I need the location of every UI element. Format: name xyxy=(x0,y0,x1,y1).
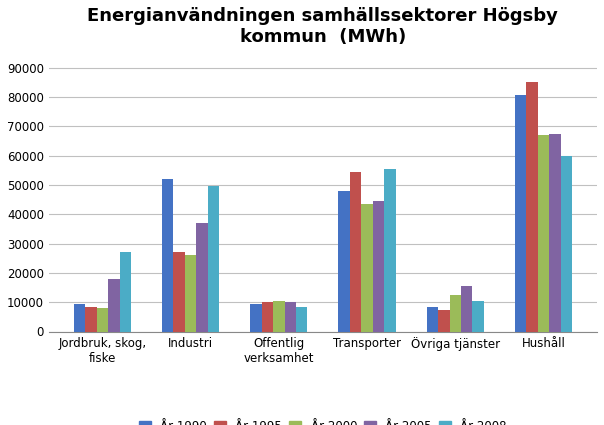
Bar xyxy=(208,186,219,332)
Bar xyxy=(515,95,526,332)
Title: Energianvändningen samhällssektorer Högsby
kommun  (MWh): Energianvändningen samhällssektorer Högs… xyxy=(88,7,558,46)
Bar xyxy=(74,303,85,332)
Bar xyxy=(296,306,307,332)
Bar xyxy=(120,252,131,332)
Bar xyxy=(461,286,472,332)
Bar xyxy=(108,279,120,332)
Bar xyxy=(338,191,350,332)
Bar xyxy=(373,201,384,332)
Bar xyxy=(361,204,373,332)
Bar xyxy=(85,306,97,332)
Bar xyxy=(273,301,284,332)
Bar xyxy=(384,169,396,332)
Bar xyxy=(538,135,549,332)
Bar xyxy=(185,255,196,332)
Bar xyxy=(449,295,461,332)
Bar xyxy=(526,82,538,332)
Bar xyxy=(561,156,572,332)
Bar xyxy=(549,133,561,332)
Bar xyxy=(426,306,438,332)
Bar xyxy=(250,303,262,332)
Bar xyxy=(438,309,449,332)
Bar xyxy=(350,172,361,332)
Bar xyxy=(97,308,108,332)
Bar xyxy=(262,302,273,332)
Bar xyxy=(162,179,173,332)
Bar xyxy=(284,302,296,332)
Bar xyxy=(472,301,484,332)
Bar xyxy=(196,223,208,332)
Bar xyxy=(173,252,185,332)
Legend: År 1990, År 1995, År 2000, År 2005, År 2008: År 1990, År 1995, År 2000, År 2005, År 2… xyxy=(135,415,512,425)
